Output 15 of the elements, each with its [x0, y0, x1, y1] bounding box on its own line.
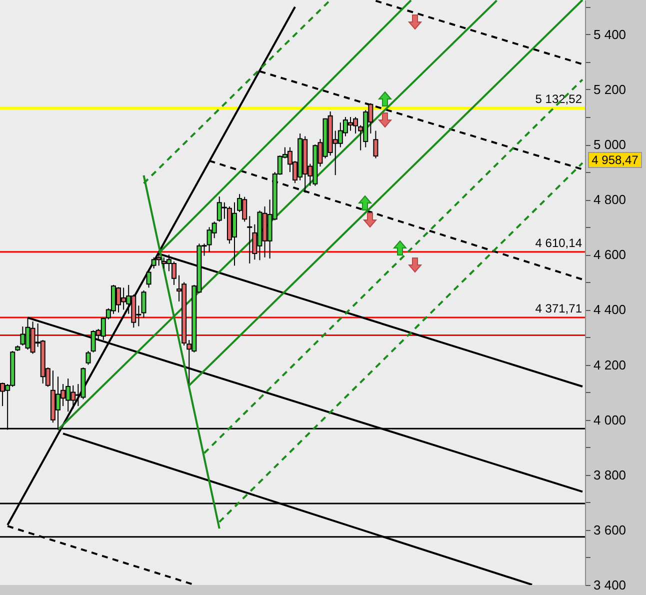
ref-line-label: 4 371,71 [535, 301, 582, 316]
y-tick-label: 3 400 [594, 578, 626, 592]
text: 4 958,47 [592, 152, 639, 167]
y-tick-label: 5 000 [594, 137, 626, 152]
ref-line-label: 4 610,14 [535, 236, 582, 250]
y-tick-label: 4 400 [594, 302, 626, 318]
y-tick-label: 4 200 [594, 357, 626, 372]
y-tick-label: 3 800 [594, 467, 626, 482]
y-tick-label: 3 600 [594, 522, 626, 538]
ref-line-label: 5 132,52 [535, 92, 582, 106]
y-tick-label: 5 200 [594, 82, 626, 97]
y-tick-label: 4 800 [594, 192, 626, 208]
y-tick-label: 4 600 [594, 247, 626, 262]
y-tick-label: 5 400 [594, 26, 626, 42]
y-tick-label: 4 000 [594, 412, 626, 428]
